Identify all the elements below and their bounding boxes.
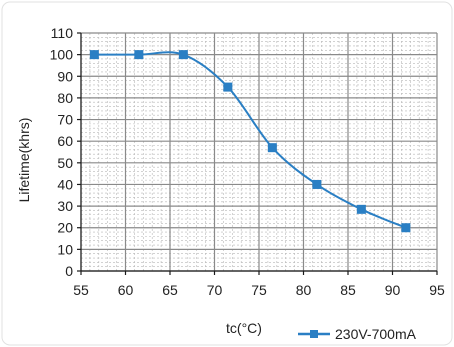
- y-tick-label: 100: [50, 47, 74, 63]
- x-tick-label: 85: [340, 282, 356, 298]
- series-line-0: [94, 51, 407, 229]
- y-tick-label: 110: [51, 25, 74, 41]
- x-tick-label: 60: [118, 282, 134, 298]
- data-point: [134, 50, 144, 60]
- x-tick-label: 70: [207, 282, 223, 298]
- data-point: [89, 50, 99, 60]
- data-point: [356, 204, 366, 214]
- x-tick-label: 55: [73, 282, 89, 298]
- legend: 230V-700mA: [298, 326, 417, 342]
- series-layer: [89, 50, 411, 233]
- x-tick-labels: 55 60 65 70 75 80 85 90 95: [73, 282, 445, 298]
- y-tick-label: 50: [57, 155, 73, 171]
- data-point: [267, 143, 277, 153]
- x-tick-label: 75: [251, 282, 267, 298]
- y-tick-label: 40: [57, 176, 73, 192]
- data-point: [401, 223, 411, 233]
- legend-marker: [310, 330, 318, 338]
- x-tick-label: 90: [385, 282, 401, 298]
- y-tick-label: 70: [57, 112, 73, 128]
- data-point: [223, 82, 233, 92]
- y-tick-label: 0: [65, 263, 73, 279]
- y-tick-labels: 0 10 20 30 40 50 60 70 80 90 100 110: [50, 25, 74, 279]
- data-point: [178, 50, 188, 60]
- x-tick-label: 95: [429, 282, 445, 298]
- axes: [77, 32, 438, 275]
- y-tick-label: 10: [57, 241, 73, 257]
- data-point: [312, 179, 322, 189]
- y-tick-label: 60: [57, 133, 73, 149]
- x-axis-title: tc(°C): [226, 320, 262, 336]
- y-axis-title: Lifetime(khrs): [16, 118, 32, 203]
- legend-label: 230V-700mA: [335, 326, 417, 342]
- y-tick-label: 80: [57, 90, 73, 106]
- x-tick-label: 80: [296, 282, 312, 298]
- y-tick-label: 30: [57, 198, 73, 214]
- x-tick-label: 65: [162, 282, 178, 298]
- y-tick-label: 90: [57, 68, 73, 84]
- y-tick-label: 20: [57, 220, 73, 236]
